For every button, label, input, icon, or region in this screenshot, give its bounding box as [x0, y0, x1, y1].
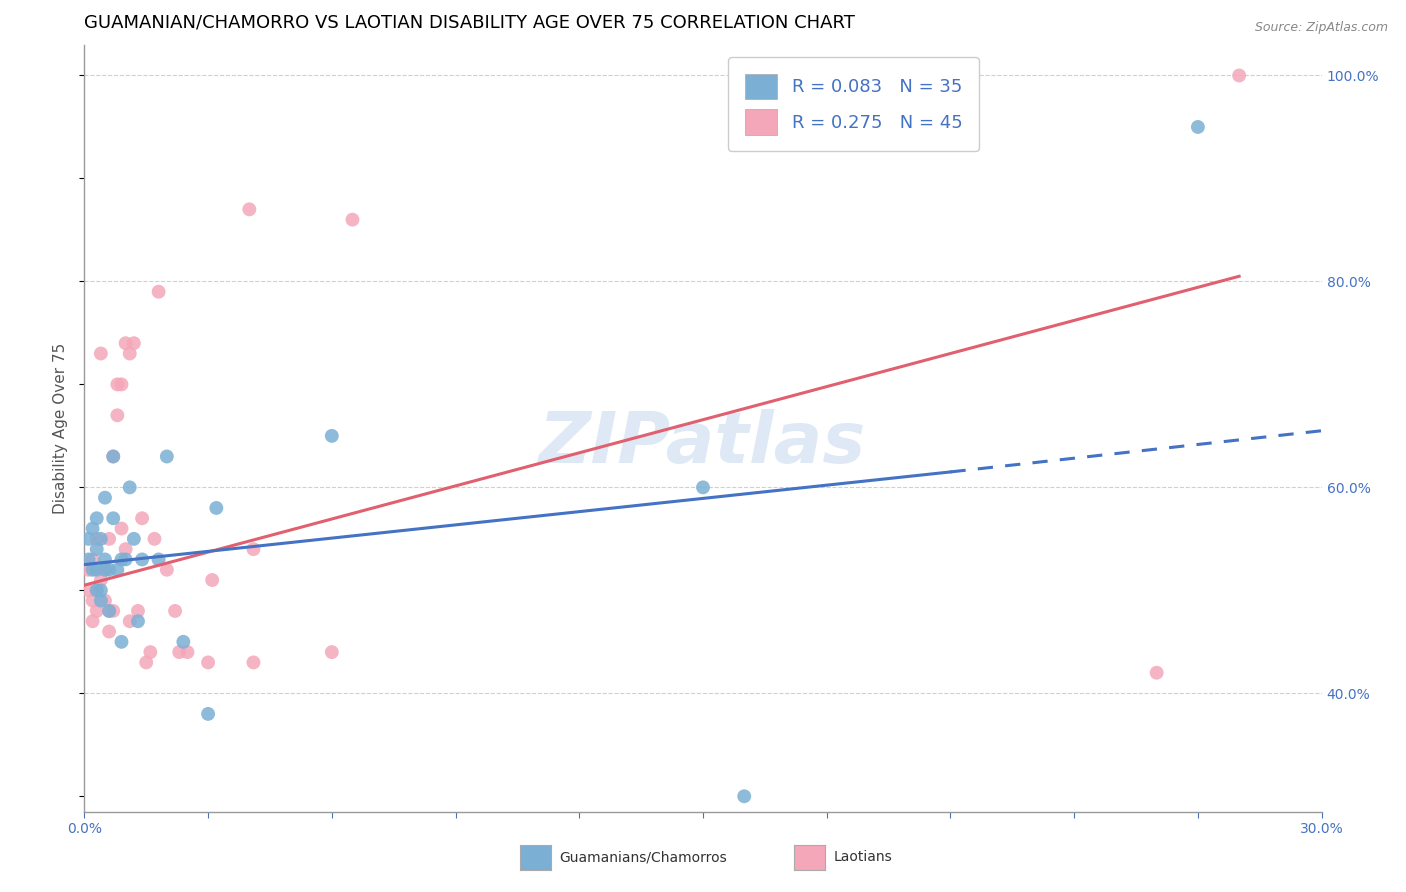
Y-axis label: Disability Age Over 75: Disability Age Over 75	[53, 343, 69, 514]
Point	[82, 522, 104, 536]
Point	[86, 542, 108, 557]
Point	[165, 604, 187, 618]
Point	[1146, 665, 1168, 680]
Point	[122, 532, 145, 546]
Point	[122, 336, 145, 351]
Point	[82, 563, 104, 577]
Point	[176, 645, 198, 659]
Point	[118, 614, 141, 628]
Point	[131, 552, 153, 566]
Point	[143, 532, 166, 546]
Point	[205, 500, 228, 515]
Point	[1227, 69, 1250, 83]
Point	[86, 583, 108, 598]
Point	[77, 563, 100, 577]
Point	[86, 563, 108, 577]
Point	[103, 450, 125, 464]
Point	[118, 480, 141, 494]
Text: ZIPatlas: ZIPatlas	[540, 409, 866, 478]
Text: Laotians: Laotians	[834, 850, 893, 864]
Point	[114, 552, 136, 566]
Point	[156, 450, 179, 464]
Point	[139, 645, 162, 659]
Point	[86, 532, 108, 546]
Point	[94, 563, 117, 577]
Point	[321, 429, 343, 443]
Point	[86, 604, 108, 618]
Point	[197, 706, 219, 721]
Point	[118, 346, 141, 360]
Point	[167, 645, 190, 659]
Point	[114, 542, 136, 557]
Point	[82, 552, 104, 566]
Point	[242, 656, 264, 670]
Point	[77, 583, 100, 598]
Point	[86, 511, 108, 525]
Point	[82, 614, 104, 628]
Text: Guamanians/Chamorros: Guamanians/Chamorros	[560, 850, 727, 864]
Text: Source: ZipAtlas.com: Source: ZipAtlas.com	[1254, 21, 1388, 34]
Point	[98, 604, 121, 618]
Point	[148, 285, 170, 299]
Point	[127, 614, 149, 628]
Point	[94, 552, 117, 566]
Point	[90, 583, 112, 598]
Point	[201, 573, 224, 587]
Point	[77, 552, 100, 566]
Point	[105, 563, 128, 577]
Point	[98, 563, 121, 577]
Point	[110, 522, 132, 536]
Point	[98, 532, 121, 546]
Point	[103, 511, 125, 525]
Point	[90, 573, 112, 587]
Point	[172, 635, 194, 649]
Point	[127, 604, 149, 618]
Point	[131, 511, 153, 525]
Point	[94, 491, 117, 505]
Point	[103, 604, 125, 618]
Point	[197, 656, 219, 670]
Point	[82, 593, 104, 607]
Point	[105, 377, 128, 392]
Text: GUAMANIAN/CHAMORRO VS LAOTIAN DISABILITY AGE OVER 75 CORRELATION CHART: GUAMANIAN/CHAMORRO VS LAOTIAN DISABILITY…	[84, 14, 855, 32]
Point	[135, 656, 157, 670]
Point	[114, 336, 136, 351]
Point	[1187, 120, 1209, 134]
Point	[238, 202, 260, 217]
Point	[110, 635, 132, 649]
Point	[90, 593, 112, 607]
Point	[692, 480, 714, 494]
Point	[156, 563, 179, 577]
Point	[148, 552, 170, 566]
Point	[90, 532, 112, 546]
Point	[342, 212, 364, 227]
Point	[733, 789, 755, 804]
Point	[94, 593, 117, 607]
Point	[77, 532, 100, 546]
Point	[105, 409, 128, 423]
Point	[94, 563, 117, 577]
Point	[103, 450, 125, 464]
Point	[242, 542, 264, 557]
Point	[98, 624, 121, 639]
Point	[98, 604, 121, 618]
Point	[110, 552, 132, 566]
Point	[90, 346, 112, 360]
Point	[110, 377, 132, 392]
Legend: R = 0.083   N = 35, R = 0.275   N = 45: R = 0.083 N = 35, R = 0.275 N = 45	[728, 57, 979, 151]
Point	[86, 583, 108, 598]
Point	[321, 645, 343, 659]
